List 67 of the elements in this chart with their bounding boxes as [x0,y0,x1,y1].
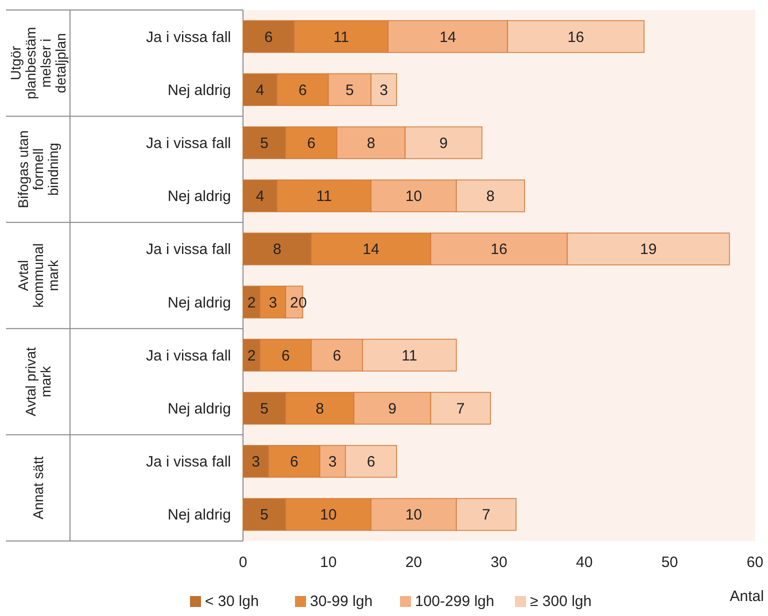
y-tick-label: Nej aldrig [168,82,231,99]
data-label: 6 [290,454,298,471]
y-tick-label: Nej aldrig [168,400,231,418]
y-tick-label: Nej aldrig [168,506,231,524]
data-label: 4 [256,82,264,99]
x-tick-label: 40 [576,554,593,571]
data-label: 6 [307,135,316,152]
data-label: 9 [439,135,448,152]
data-label: 5 [260,135,269,152]
data-label: 8 [316,400,324,418]
data-label: 3 [380,82,388,99]
data-label: 3 [252,454,260,471]
data-label: 19 [640,241,657,258]
data-label: 10 [405,188,422,206]
text: Bifogas utan formell bindning [15,130,61,208]
x-tick-label: 0 [238,554,248,571]
legend-label: 30-99 lgh [310,593,373,610]
data-label: 16 [490,241,508,258]
y-tick-label: Ja i vissa fall [146,347,231,364]
data-label: 11 [316,188,332,206]
data-label: 16 [567,28,584,46]
data-label: 0 [298,294,307,312]
x-tick-label: 10 [320,554,337,571]
data-label: 10 [320,506,337,524]
x-tick-label: 50 [661,554,678,571]
legend-label: ≥ 300 lgh [530,593,592,610]
data-label: 6 [366,454,376,471]
data-label: 4 [256,188,264,206]
text: Annat sätt [30,456,46,520]
x-axis-title: Antal [730,588,764,605]
data-label: 7 [482,506,490,524]
data-label: 3 [268,294,278,312]
data-label: 14 [362,241,380,258]
data-label: 9 [388,400,397,418]
y-tick-label: Nej aldrig [168,294,231,312]
data-label: 2 [247,294,256,312]
data-label: 5 [260,400,269,418]
data-label: 11 [333,28,349,46]
data-label: 11 [402,347,418,364]
data-label: 6 [264,28,273,46]
data-label: 8 [486,188,495,206]
legend-label: < 30 lgh [205,593,259,610]
data-label: 7 [456,400,465,418]
x-tick-label: 30 [490,554,508,571]
y-tick-label: Ja i vissa fall [146,28,231,46]
data-label: 3 [328,454,337,471]
text: Avtal privat mark [22,347,54,416]
data-label: 14 [439,28,456,46]
data-label: 6 [281,347,290,364]
y-tick-label: Ja i vissa fall [146,241,231,258]
data-label: 10 [405,506,422,524]
text: Avtal kommunal mark [15,243,61,308]
y-tick-label: Ja i vissa fall [146,454,231,471]
data-label: 6 [332,347,342,364]
data-label: 5 [345,82,354,99]
x-tick-label: 60 [746,554,764,571]
legend-label: 100-299 lgh [415,593,494,610]
x-tick-label: 20 [405,554,422,571]
data-label: 6 [298,82,307,99]
data-label: 2 [247,347,256,364]
data-label: 8 [366,135,376,152]
y-tick-label: Nej aldrig [168,188,231,206]
y-tick-label: Ja i vissa fall [146,135,231,152]
data-label: 8 [272,241,282,258]
text: Utgör planbestäm melser i detaljplan [8,26,68,100]
data-label: 5 [260,506,269,524]
data-label: 2 [290,294,298,312]
